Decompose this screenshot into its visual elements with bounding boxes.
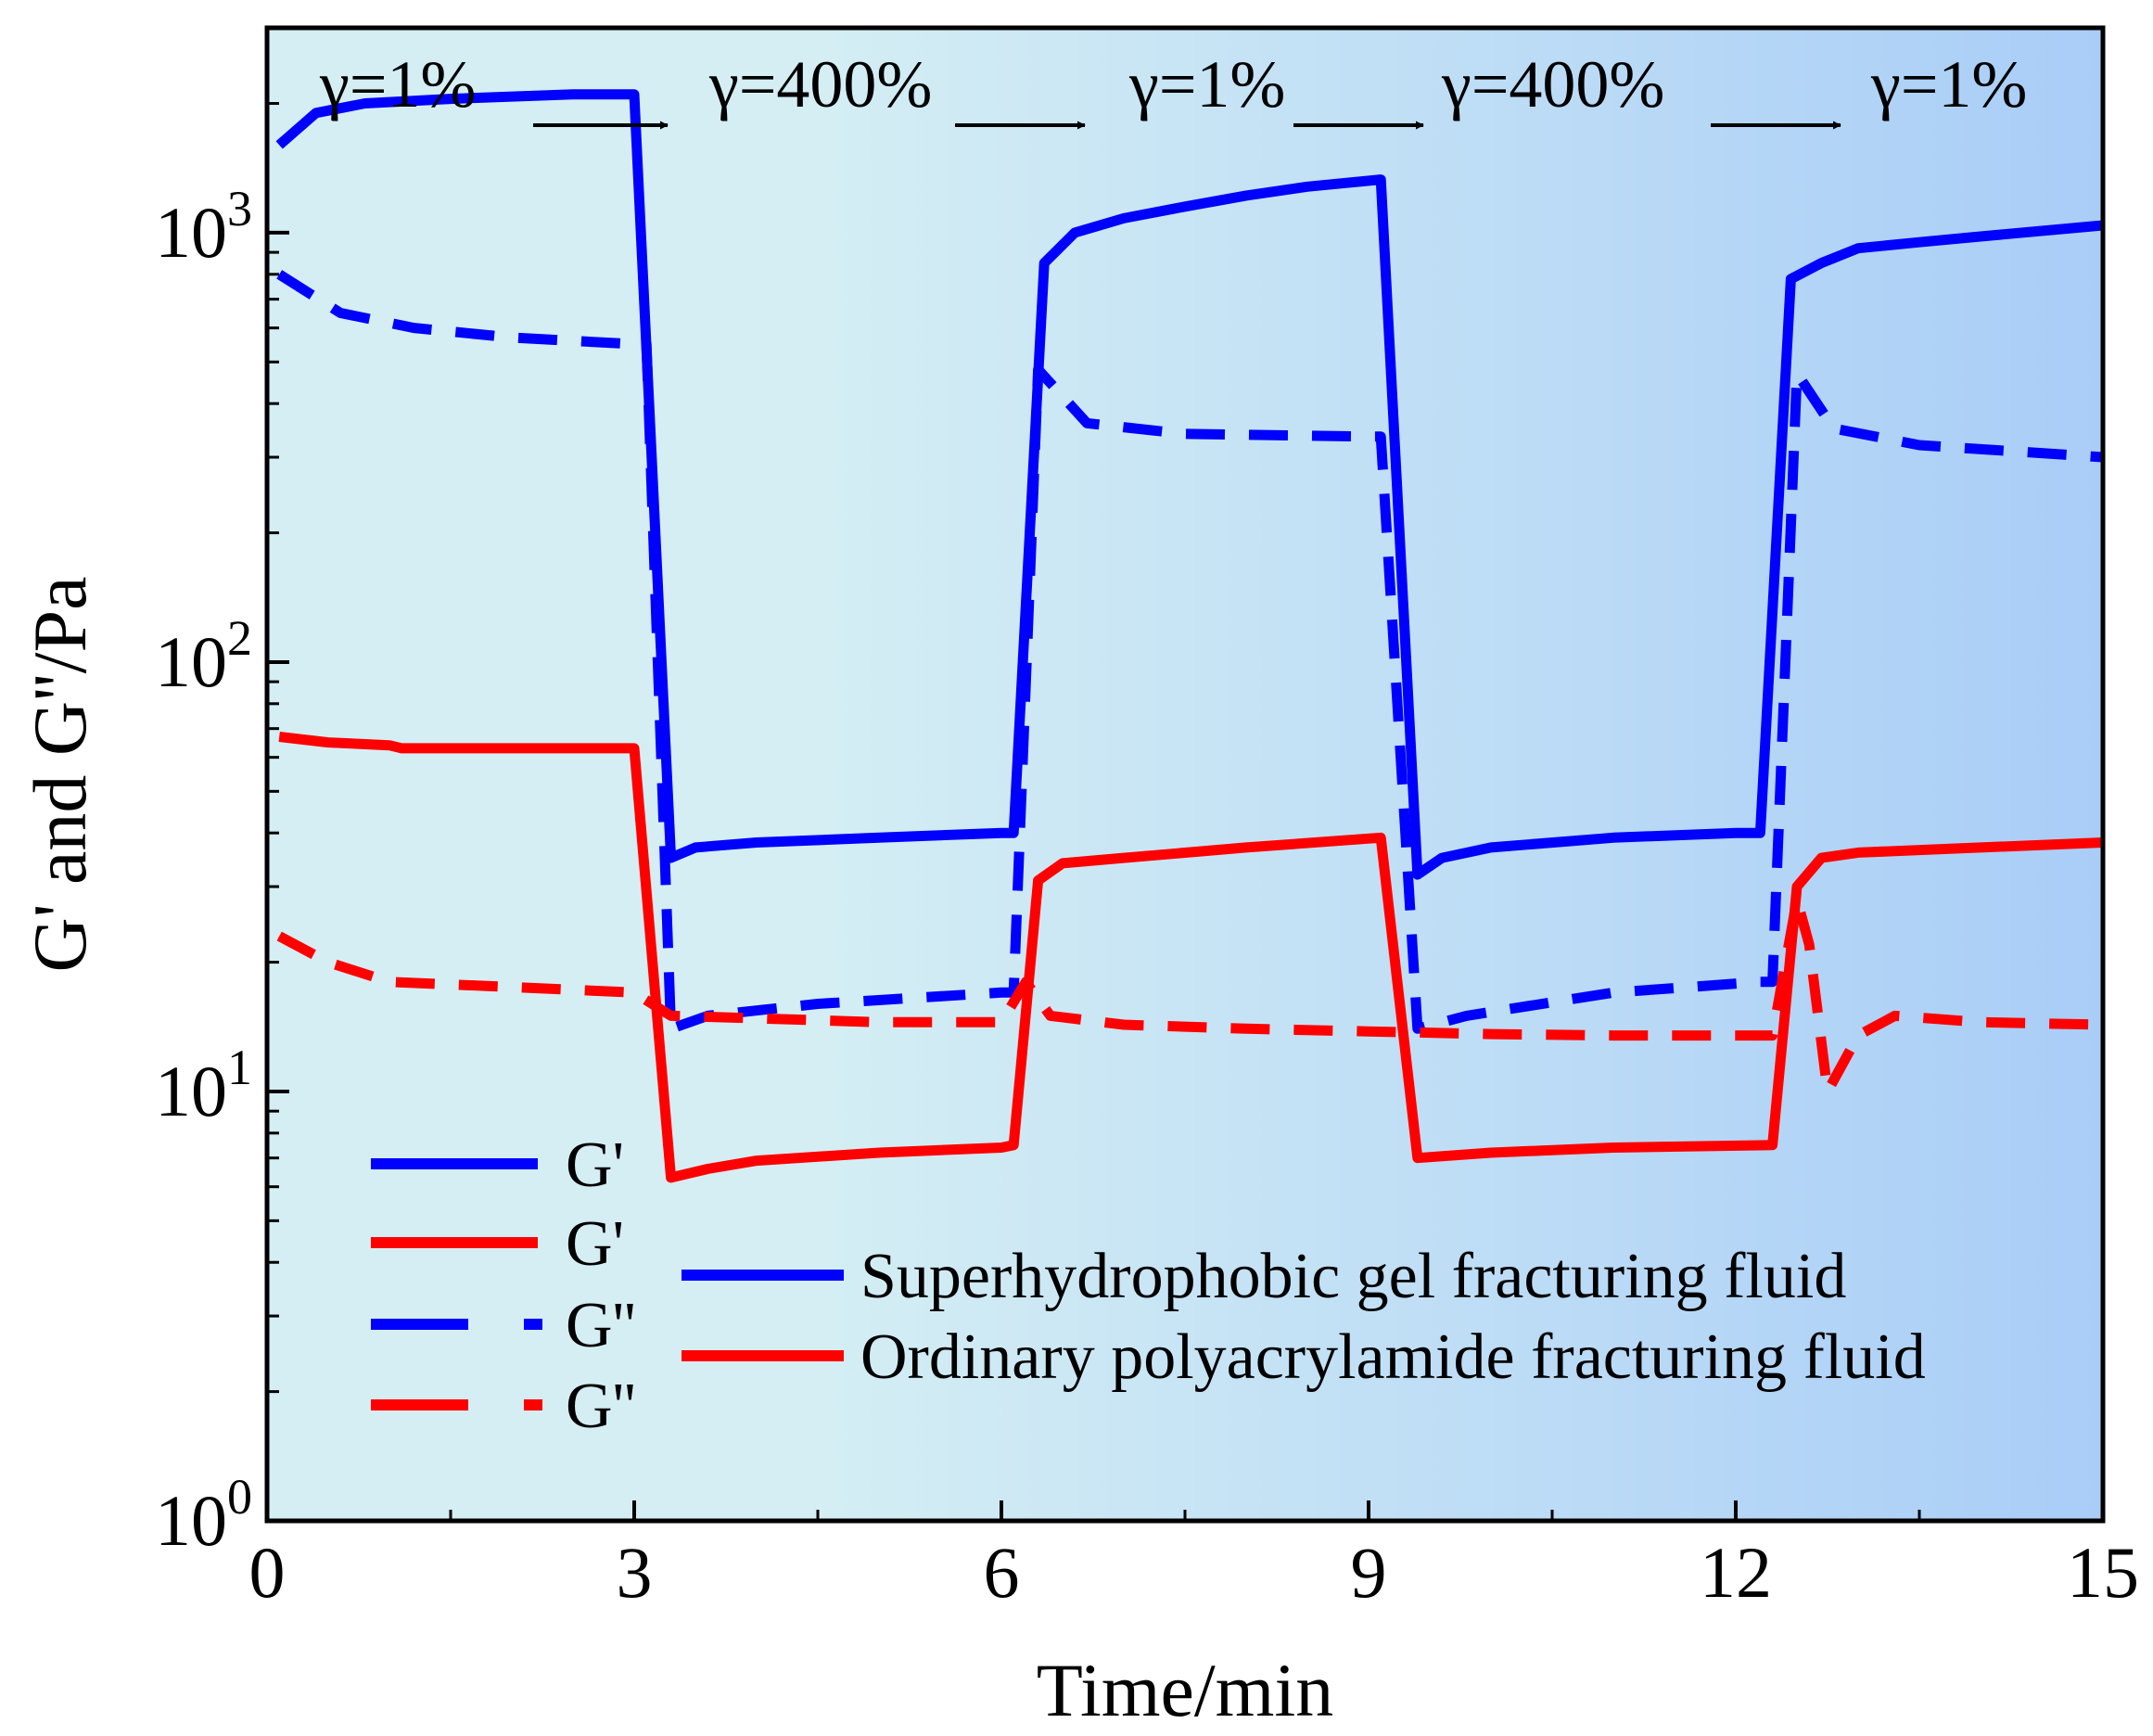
strain-label: γ=1% xyxy=(319,47,476,121)
y-tick-label: 103 xyxy=(155,181,252,273)
series-line-0 xyxy=(275,89,2104,880)
y-axis-title: G' and G''/Pa xyxy=(18,577,102,973)
legend-label: G' xyxy=(566,1208,624,1280)
x-tick-label: 3 xyxy=(617,1532,653,1613)
y-tick-label: 100 xyxy=(155,1469,252,1561)
x-tick-label: 15 xyxy=(2067,1532,2139,1613)
strain-label: γ=1% xyxy=(1128,47,1285,121)
series-layer xyxy=(275,89,2104,1183)
x-tick-label: 0 xyxy=(249,1532,286,1613)
y-tick-label: 101 xyxy=(155,1040,252,1131)
legend-label: G'' xyxy=(566,1290,636,1361)
strain-label: γ=1% xyxy=(1870,47,2027,121)
strain-label: γ=400% xyxy=(1441,47,1664,121)
strain-label: γ=400% xyxy=(708,47,932,121)
fluid-legend-label: Superhydrophobic gel fracturing fluid xyxy=(860,1241,1846,1312)
y-tick-label: 102 xyxy=(155,610,252,702)
x-tick-label: 6 xyxy=(984,1532,1020,1613)
strain-annotations: γ=1% γ=400% γ=1% γ=400% γ=1% xyxy=(319,47,2027,130)
series-line-3 xyxy=(276,894,2104,1097)
x-axis-title: Time/min xyxy=(1037,1648,1334,1732)
legend-label: G' xyxy=(566,1130,624,1201)
fluid-legend-label: Ordinary polyacrylamide fracturing fluid xyxy=(860,1321,1926,1393)
x-tick-label: 12 xyxy=(1700,1532,1772,1613)
legend: G'G' G'' G'' Superhydrophobic gel fracturin… xyxy=(371,1130,1926,1442)
x-tick-label: 9 xyxy=(1351,1532,1387,1613)
axes: 0 3 6 9 12 15 100 101 102 103 xyxy=(155,102,2139,1613)
series-line-1 xyxy=(276,270,2104,1034)
legend-label: G'' xyxy=(566,1371,636,1442)
